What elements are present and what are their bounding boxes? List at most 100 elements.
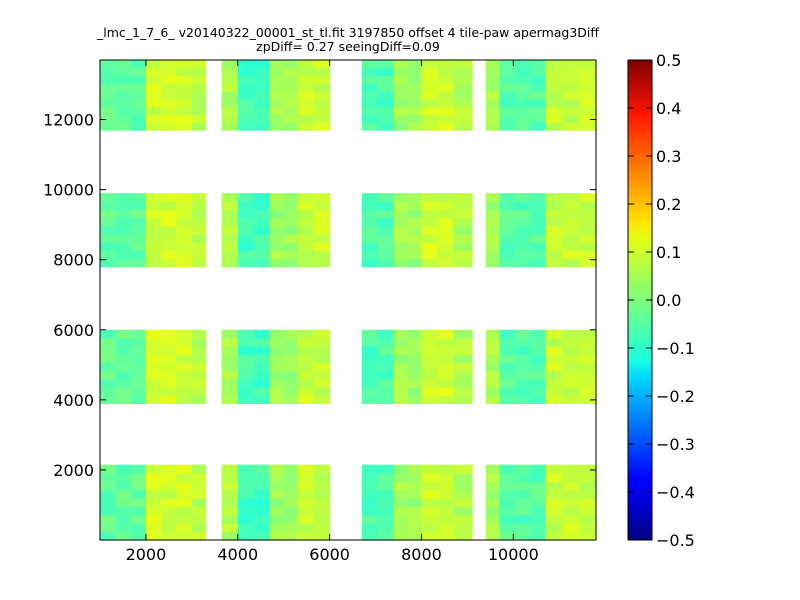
heatmap-cell: [562, 67, 580, 77]
heatmap-cell: [237, 346, 255, 355]
heatmap-cell: [377, 464, 395, 474]
heatmap-cell: [176, 514, 193, 524]
heatmap-cells: [100, 60, 597, 541]
heatmap-cell: [115, 258, 132, 268]
heatmap-cell: [145, 354, 162, 364]
heatmap-cell: [545, 523, 563, 533]
heatmap-cell: [176, 234, 193, 243]
heatmap-cell: [100, 489, 116, 499]
heatmap-cell: [313, 60, 331, 69]
heatmap-cell: [269, 362, 285, 372]
heatmap-cell: [377, 354, 395, 364]
heatmap-cell: [453, 346, 473, 355]
heatmap-cell: [530, 258, 547, 268]
heatmap-cell: [176, 489, 193, 499]
heatmap-cell: [161, 498, 178, 508]
heatmap-cell: [313, 481, 331, 491]
heatmap-cell: [161, 250, 178, 260]
heatmap-cell: [485, 75, 501, 84]
heatmap-cell: [313, 362, 331, 372]
heatmap-cell: [237, 234, 255, 243]
heatmap-cell: [562, 370, 580, 380]
heatmap-cell: [530, 217, 547, 227]
heatmap-cell: [130, 523, 147, 533]
heatmap-cell: [545, 514, 563, 524]
heatmap-cell: [393, 91, 409, 100]
heatmap-cell: [545, 67, 563, 77]
heatmap-cell: [377, 523, 395, 533]
heatmap-cell: [221, 523, 239, 533]
heatmap-cell: [530, 122, 547, 131]
heatmap-cell: [421, 258, 439, 268]
heatmap-cell: [191, 91, 207, 100]
heatmap-cell: [437, 523, 455, 533]
heatmap-cell: [176, 91, 193, 100]
heatmap-cell: [453, 242, 473, 251]
heatmap-cell: [562, 201, 580, 211]
heatmap-cell: [421, 473, 439, 483]
heatmap-cell: [562, 329, 580, 339]
heatmap-cell: [191, 464, 207, 474]
heatmap-cell: [499, 91, 516, 100]
heatmap-cell: [297, 106, 315, 116]
heatmap-cell: [130, 329, 147, 339]
heatmap-cell: [176, 250, 193, 260]
heatmap-cell: [437, 489, 455, 499]
heatmap-cell: [100, 98, 116, 108]
heatmap-cell: [545, 362, 563, 372]
heatmap-cell: [100, 60, 116, 69]
heatmap-cell: [485, 378, 501, 388]
heatmap-cell: [393, 395, 409, 404]
heatmap-cell: [253, 506, 271, 516]
heatmap-cell: [361, 362, 379, 372]
heatmap-cell: [115, 489, 132, 499]
heatmap-cell: [361, 75, 379, 84]
heatmap-cell: [485, 209, 501, 219]
heatmap-cell: [393, 464, 409, 474]
heatmap-cell: [514, 464, 531, 474]
heatmap-cell: [237, 506, 255, 516]
heatmap-cell: [161, 481, 178, 491]
heatmap-cell: [407, 362, 423, 372]
heatmap-cell: [221, 337, 239, 347]
heatmap-cell: [115, 83, 132, 92]
heatmap-cell: [530, 91, 547, 100]
heatmap-cell: [145, 473, 162, 483]
heatmap-cell: [269, 523, 285, 533]
heatmap-cell: [545, 378, 563, 388]
heatmap-cell: [377, 362, 395, 372]
heatmap-cell: [562, 354, 580, 364]
heatmap-cell: [377, 531, 395, 541]
heatmap-cell: [562, 193, 580, 202]
heatmap-cell: [313, 209, 331, 219]
heatmap-cell: [530, 225, 547, 235]
heatmap-cell: [253, 489, 271, 499]
heatmap-cell: [115, 60, 132, 69]
heatmap-cell: [393, 75, 409, 84]
heatmap-cell: [269, 514, 285, 524]
heatmap-cell: [514, 250, 531, 260]
heatmap-cell: [530, 531, 547, 541]
heatmap-cell: [176, 122, 193, 131]
heatmap-cell: [115, 91, 132, 100]
heatmap-cell: [579, 370, 597, 380]
heatmap-cell: [269, 337, 285, 347]
heatmap-cell: [130, 395, 147, 404]
heatmap-cell: [361, 201, 379, 211]
heatmap-cell: [514, 209, 531, 219]
heatmap-cell: [237, 217, 255, 227]
heatmap-cell: [269, 122, 285, 131]
heatmap-cell: [485, 514, 501, 524]
heatmap-cell: [161, 91, 178, 100]
heatmap-cell: [237, 489, 255, 499]
heatmap-cell: [377, 378, 395, 388]
heatmap-cell: [161, 464, 178, 474]
heatmap-cell: [361, 337, 379, 347]
heatmap-cell: [545, 242, 563, 251]
heatmap-cell: [545, 506, 563, 516]
heatmap-cell: [283, 395, 299, 404]
heatmap-cell: [545, 106, 563, 116]
y-tick-label: 4000: [53, 391, 94, 410]
heatmap-cell: [283, 193, 299, 202]
heatmap-cell: [485, 473, 501, 483]
